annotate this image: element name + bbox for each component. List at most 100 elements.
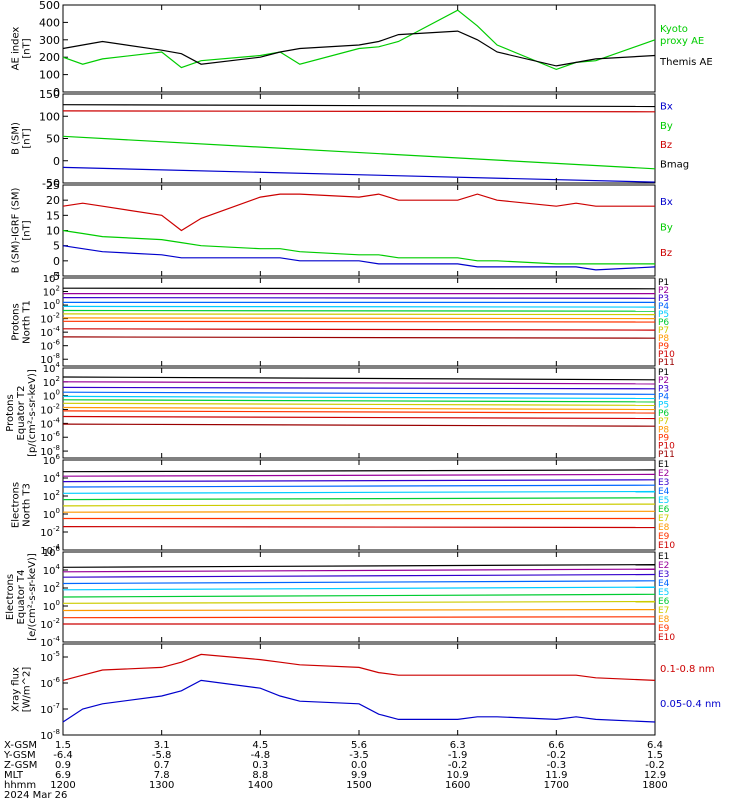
y-tick-label: 10-6 (40, 339, 60, 353)
series-line-p10 (62, 328, 656, 331)
y-tick-label: 500 (39, 0, 60, 12)
series-line-p7 (62, 402, 656, 406)
legend-entry: P5 (658, 401, 669, 411)
x-axis-value: 1.5 (55, 740, 71, 751)
series-line-p9 (62, 410, 656, 414)
legend-entry: P8 (658, 425, 669, 435)
y-axis-label: B (SM) (11, 122, 22, 155)
y-tick-label: 10-8 (40, 444, 60, 458)
y-tick-label: 10-5 (40, 650, 60, 664)
legend-entry: P11 (658, 358, 675, 368)
series-line-p6 (62, 309, 656, 312)
legend-entry: E2 (658, 469, 669, 479)
y-tick-label: 10-2 (40, 525, 60, 539)
y-tick-label: 100 (39, 69, 60, 82)
series-line-p9 (62, 320, 656, 323)
series-line-e1 (62, 469, 656, 473)
date-label: 2024 Mar 26 (4, 790, 67, 800)
y-axis-label: [nT] (22, 220, 33, 240)
legend-entry: E7 (658, 514, 669, 524)
y-axis-label: North T1 (22, 300, 33, 344)
legend-entry: E4 (658, 487, 670, 497)
x-axis-value: 1200 (50, 780, 75, 791)
series-line-by (62, 229, 655, 265)
legend-entry: P2 (658, 376, 669, 386)
y-tick-label: 300 (39, 34, 60, 47)
y-axis-label: [nT] (22, 38, 33, 58)
x-axis-row-label: hhmm (4, 780, 36, 791)
legend-entry: E3 (658, 570, 669, 580)
y-tick-label: 10-6 (40, 676, 60, 690)
series-line-e3 (62, 479, 656, 483)
legend-entry: E10 (658, 633, 675, 643)
y-tick-label: 10-2 (40, 403, 60, 417)
legend-entry: P4 (658, 302, 669, 312)
series-line-kyoto-proxy-ae (62, 9, 656, 71)
series-line-p3 (62, 297, 656, 299)
legend-entry: E6 (658, 505, 670, 515)
x-axis-value: 7.8 (154, 770, 170, 781)
x-axis-row-label: X-GSM (4, 740, 37, 751)
series-line-p8 (62, 317, 656, 320)
y-axis-label: [e/(cm²-s-sr-keV)] (27, 553, 38, 641)
x-axis-value: 8.8 (252, 770, 268, 781)
series-line-e4 (62, 580, 656, 585)
y-tick-label: 100 (39, 110, 60, 123)
y-tick-label: 100 (43, 507, 60, 521)
series-line-themis-ae (62, 30, 656, 67)
y-tick-label: 200 (39, 51, 60, 64)
series-line-p3 (62, 386, 656, 390)
legend-entry: P9 (658, 342, 669, 352)
series-line-p10 (62, 415, 656, 420)
legend-entry: P3 (658, 294, 669, 304)
series-line-e5 (62, 490, 656, 494)
y-tick-label: 100 (43, 599, 60, 613)
legend-entry: P6 (658, 318, 669, 328)
y-tick-label: 0 (53, 86, 60, 99)
x-axis-value: 0.7 (154, 760, 170, 771)
y-tick-label: 100 (43, 298, 60, 312)
x-axis-value: 9.9 (351, 770, 367, 781)
series-line-e7 (62, 503, 656, 507)
y-tick-label: 106 (43, 453, 61, 467)
x-axis-value: -0.2 (448, 760, 468, 771)
legend-entry: P4 (658, 393, 669, 403)
y-tick-label: 104 (43, 361, 61, 375)
panel-8: 10-5 10-6 10-7 10-8 Xray flux [W/m^2] 0.1-0.8 … (11, 643, 721, 742)
legend-entry: By (660, 121, 673, 132)
legend-entry: E3 (658, 478, 669, 488)
legend-entry: E5 (658, 496, 669, 506)
x-axis-value: 0.0 (351, 760, 367, 771)
series-line-e2 (62, 568, 656, 573)
y-axis-label: Protons (5, 394, 16, 431)
legend-entry: 0.1-0.8 nm (660, 664, 715, 675)
series-line-p1 (62, 376, 656, 381)
y-tick-label: 0 (53, 155, 60, 168)
series-line-bmag (62, 104, 656, 108)
series-line-p1 (62, 287, 656, 290)
legend-entry: By (660, 223, 673, 234)
series-line-p7 (62, 313, 656, 316)
legend-entry: proxy AE (660, 36, 704, 47)
y-tick-label: -50 (42, 177, 60, 190)
x-axis-value: 1700 (544, 780, 569, 791)
x-axis-value: 3.1 (154, 740, 170, 751)
legend-entry: P11 (658, 450, 675, 460)
series-line-e10 (62, 525, 656, 529)
legend-entry: P6 (658, 409, 669, 419)
legend-entry: P5 (658, 310, 669, 320)
legend-entry: P3 (658, 384, 669, 394)
series-line-e6 (62, 593, 656, 598)
x-axis-value: -6.4 (53, 750, 73, 761)
y-tick-label: 20 (46, 194, 60, 207)
y-tick-label: 25 (46, 179, 60, 192)
y-tick-label: 104 (43, 271, 61, 285)
legend-entry: P1 (658, 278, 669, 288)
y-axis-label: Equator T4 (16, 570, 27, 625)
y-tick-label: 10-8 (40, 352, 60, 366)
y-tick-label: 102 (43, 581, 60, 595)
